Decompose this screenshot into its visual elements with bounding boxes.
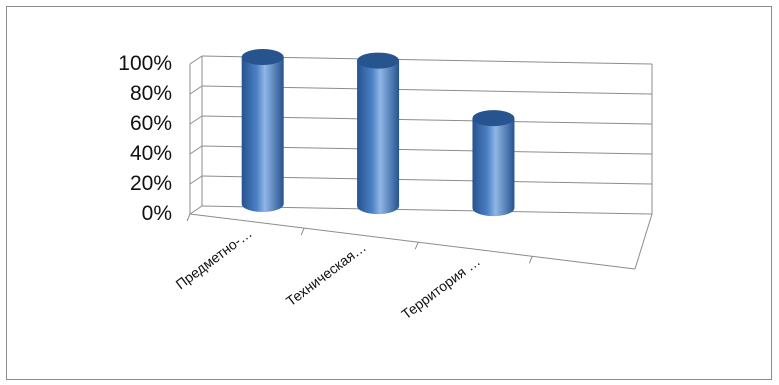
y-tick-label: 100% <box>118 52 172 75</box>
bar-cylinder-top <box>472 110 515 127</box>
x-axis <box>189 213 636 270</box>
bar-cylinder <box>241 57 284 213</box>
y-tick-label: 60% <box>130 112 172 135</box>
side-gridline <box>189 85 203 95</box>
category-label: Техническая… <box>283 239 369 309</box>
floor-right-edge <box>634 213 653 270</box>
chart-frame: 0% 20% 40% 60% 80% 100% Предметно-… Техническая… <box>6 6 772 380</box>
x-tick <box>528 256 533 264</box>
y-tick-label: 80% <box>130 82 172 105</box>
bar-cylinder-top <box>357 52 400 69</box>
side-gridline <box>189 55 203 65</box>
category-label: Предметно-… <box>173 225 255 293</box>
y-tick-label: 40% <box>130 142 172 165</box>
side-gridline <box>189 145 203 155</box>
bar-cylinder <box>357 60 400 215</box>
y-tick-label: 20% <box>130 172 172 195</box>
bar-cylinder <box>472 118 515 217</box>
y-tick-label: 0% <box>142 202 172 225</box>
x-tick <box>300 227 305 236</box>
side-gridline <box>189 115 203 125</box>
x-tick <box>186 213 191 222</box>
side-gridline <box>189 205 203 215</box>
side-gridline <box>189 175 203 185</box>
chart-plot: 0% 20% 40% 60% 80% 100% Предметно-… Техническая… <box>118 49 653 322</box>
x-tick <box>414 242 419 250</box>
bar-cylinder-top <box>241 49 284 66</box>
category-label: Территория … <box>398 253 483 322</box>
